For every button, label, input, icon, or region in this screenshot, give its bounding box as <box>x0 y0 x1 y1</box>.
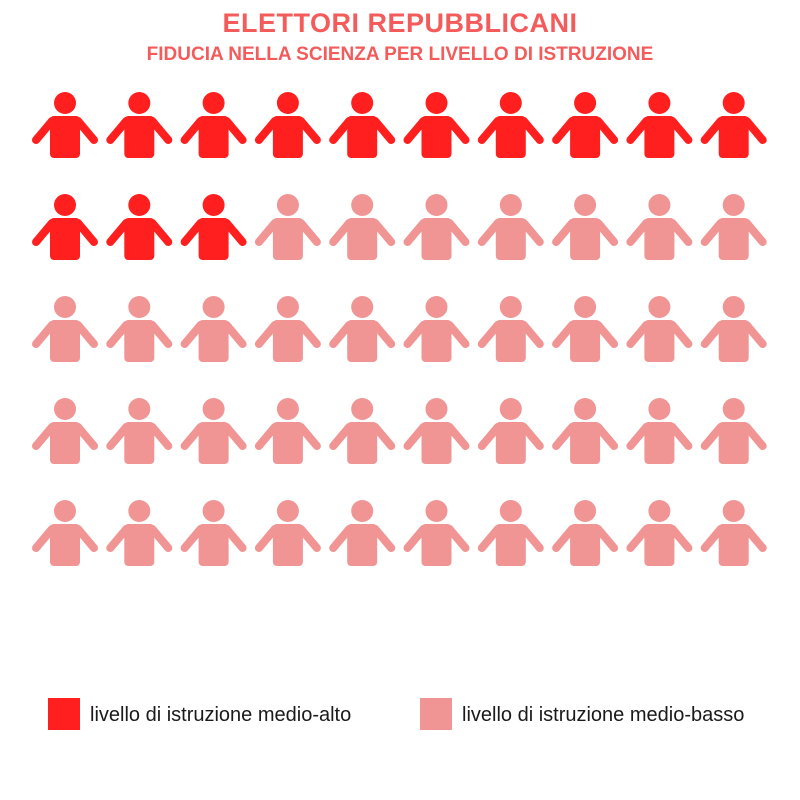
person-icon-medio-basso <box>329 398 396 464</box>
person-icon-medio-alto <box>180 194 247 260</box>
person-icon-medio-alto <box>254 92 321 158</box>
person-icon-medio-basso <box>552 398 619 464</box>
person-icon-medio-basso <box>254 296 321 362</box>
person-icon-medio-basso <box>180 398 247 464</box>
person-icon-medio-basso <box>106 500 173 566</box>
legend-label-medio-alto: livello di istruzione medio-alto <box>90 704 352 726</box>
person-icon-medio-basso <box>329 500 396 566</box>
person-icon-medio-basso <box>700 194 767 260</box>
person-icon-medio-alto <box>106 194 173 260</box>
person-icon-medio-alto <box>106 92 173 158</box>
person-icon-medio-basso <box>626 398 693 464</box>
person-icon-medio-alto <box>700 92 767 158</box>
person-icon-medio-alto <box>552 92 619 158</box>
person-icon-medio-basso <box>552 500 619 566</box>
person-icon-medio-basso <box>700 296 767 362</box>
person-icon-medio-basso <box>403 500 470 566</box>
person-icon-medio-basso <box>403 398 470 464</box>
person-icon-medio-basso <box>626 500 693 566</box>
person-icon-medio-basso <box>552 296 619 362</box>
person-icon-medio-alto <box>329 92 396 158</box>
person-icon-medio-basso <box>403 194 470 260</box>
person-icon-medio-alto <box>477 92 544 158</box>
person-icon-medio-basso <box>700 398 767 464</box>
person-icon-medio-alto <box>180 92 247 158</box>
person-icon-medio-basso <box>329 296 396 362</box>
person-icon-medio-basso <box>180 296 247 362</box>
person-icon-medio-basso <box>477 500 544 566</box>
person-icon-medio-basso <box>32 398 98 464</box>
person-icon-medio-basso <box>106 398 173 464</box>
legend-label-medio-basso: livello di istruzione medio-basso <box>462 704 745 726</box>
person-icon-medio-basso <box>254 194 321 260</box>
person-icon-medio-alto <box>32 194 98 260</box>
person-icon-medio-basso <box>403 296 470 362</box>
person-icon-medio-alto <box>32 92 98 158</box>
person-icon-medio-basso <box>32 500 98 566</box>
person-icon-medio-basso <box>477 296 544 362</box>
person-icon-medio-basso <box>552 194 619 260</box>
person-icon-medio-basso <box>32 296 98 362</box>
person-icon-medio-basso <box>626 194 693 260</box>
chart-subtitle: FIDUCIA NELLA SCIENZA PER LIVELLO DI IST… <box>146 44 654 65</box>
person-icon-medio-alto <box>626 92 693 158</box>
person-icon-medio-basso <box>477 398 544 464</box>
person-icon-medio-alto <box>403 92 470 158</box>
person-icon-medio-basso <box>254 398 321 464</box>
person-icon-medio-basso <box>626 296 693 362</box>
pictogram-grid <box>32 92 767 566</box>
chart-title: ELETTORI REPUBBLICANI <box>222 8 578 38</box>
person-icon-medio-basso <box>329 194 396 260</box>
legend-swatch-medio-alto <box>48 698 80 730</box>
person-icon-medio-basso <box>106 296 173 362</box>
person-icon-medio-basso <box>254 500 321 566</box>
person-icon-medio-basso <box>180 500 247 566</box>
legend-swatch-medio-basso <box>420 698 452 730</box>
person-icon-medio-basso <box>700 500 767 566</box>
person-icon-medio-basso <box>477 194 544 260</box>
